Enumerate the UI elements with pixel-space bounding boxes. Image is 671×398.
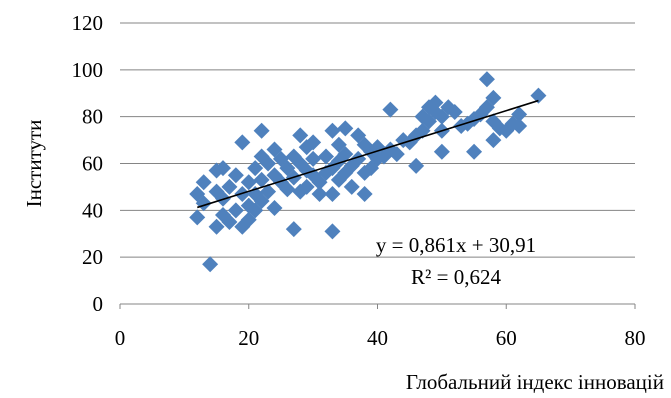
data-point-95 xyxy=(466,143,483,160)
data-point-2 xyxy=(195,174,212,191)
data-point-4 xyxy=(202,256,219,273)
data-point-7 xyxy=(208,218,225,235)
data-point-106 xyxy=(511,106,528,123)
data-point-98 xyxy=(478,71,495,88)
data-point-12 xyxy=(221,214,238,231)
data-point-8 xyxy=(215,160,231,177)
data-point-17 xyxy=(234,134,251,151)
tick-labels: 0 20 40 60 80 100 120 0 20 40 60 80 xyxy=(72,11,646,350)
data-point-14 xyxy=(227,202,244,219)
data-point-45 xyxy=(298,178,315,195)
x-tick-label-20: 20 xyxy=(238,326,259,350)
data-points xyxy=(189,71,547,273)
y-axis-label: Інститути xyxy=(22,120,46,208)
data-point-18 xyxy=(240,174,257,191)
data-point-101 xyxy=(485,113,502,130)
data-point-53 xyxy=(324,122,341,139)
trendline xyxy=(197,99,539,209)
x-tick-label-40: 40 xyxy=(367,326,388,350)
data-point-1 xyxy=(189,209,206,226)
data-point-66 xyxy=(350,150,367,167)
data-point-28 xyxy=(260,155,277,172)
trendline-equation: y = 0,861x + 30,91 xyxy=(376,233,536,257)
data-point-25 xyxy=(253,171,270,188)
data-point-86 xyxy=(427,94,444,111)
data-point-27 xyxy=(253,122,270,139)
y-tick-label-0: 0 xyxy=(93,292,104,316)
data-point-90 xyxy=(433,143,450,160)
data-point-11 xyxy=(221,178,238,195)
y-tick-label-20: 20 xyxy=(82,245,103,269)
data-point-47 xyxy=(305,150,322,167)
data-point-46 xyxy=(305,134,322,151)
data-point-81 xyxy=(408,157,425,174)
x-tick-label-80: 80 xyxy=(625,326,646,350)
data-point-107 xyxy=(511,118,528,135)
data-point-29 xyxy=(260,183,277,200)
data-point-55 xyxy=(324,185,341,202)
y-tick-label-40: 40 xyxy=(82,198,103,222)
data-point-102 xyxy=(485,132,502,149)
trendline-r-squared: R² = 0,624 xyxy=(411,265,501,289)
data-point-39 xyxy=(285,221,302,238)
y-tick-label-80: 80 xyxy=(82,105,103,129)
data-point-56 xyxy=(324,223,341,240)
data-point-40 xyxy=(292,127,309,144)
x-axis-label: Глобальний індекс інновацій xyxy=(406,370,664,394)
data-point-108 xyxy=(530,87,547,104)
data-point-32 xyxy=(266,199,283,216)
y-tick-label-120: 120 xyxy=(72,11,104,35)
data-point-51 xyxy=(318,148,334,165)
data-point-69 xyxy=(356,185,373,202)
x-tick-label-60: 60 xyxy=(496,326,517,350)
data-point-60 xyxy=(337,120,354,137)
data-point-13 xyxy=(227,167,244,184)
data-point-92 xyxy=(446,103,463,120)
data-point-36 xyxy=(279,181,296,198)
data-point-75 xyxy=(382,101,399,118)
trendline-group xyxy=(197,99,539,209)
y-tick-label-100: 100 xyxy=(72,58,104,82)
x-tick-label-0: 0 xyxy=(115,326,126,350)
data-point-61 xyxy=(337,146,354,163)
data-point-77 xyxy=(388,146,405,163)
data-point-64 xyxy=(343,178,360,195)
data-point-21 xyxy=(247,160,264,177)
axes xyxy=(119,303,636,309)
data-point-100 xyxy=(485,89,502,106)
y-tick-label-60: 60 xyxy=(82,152,103,176)
data-point-50 xyxy=(311,185,328,202)
